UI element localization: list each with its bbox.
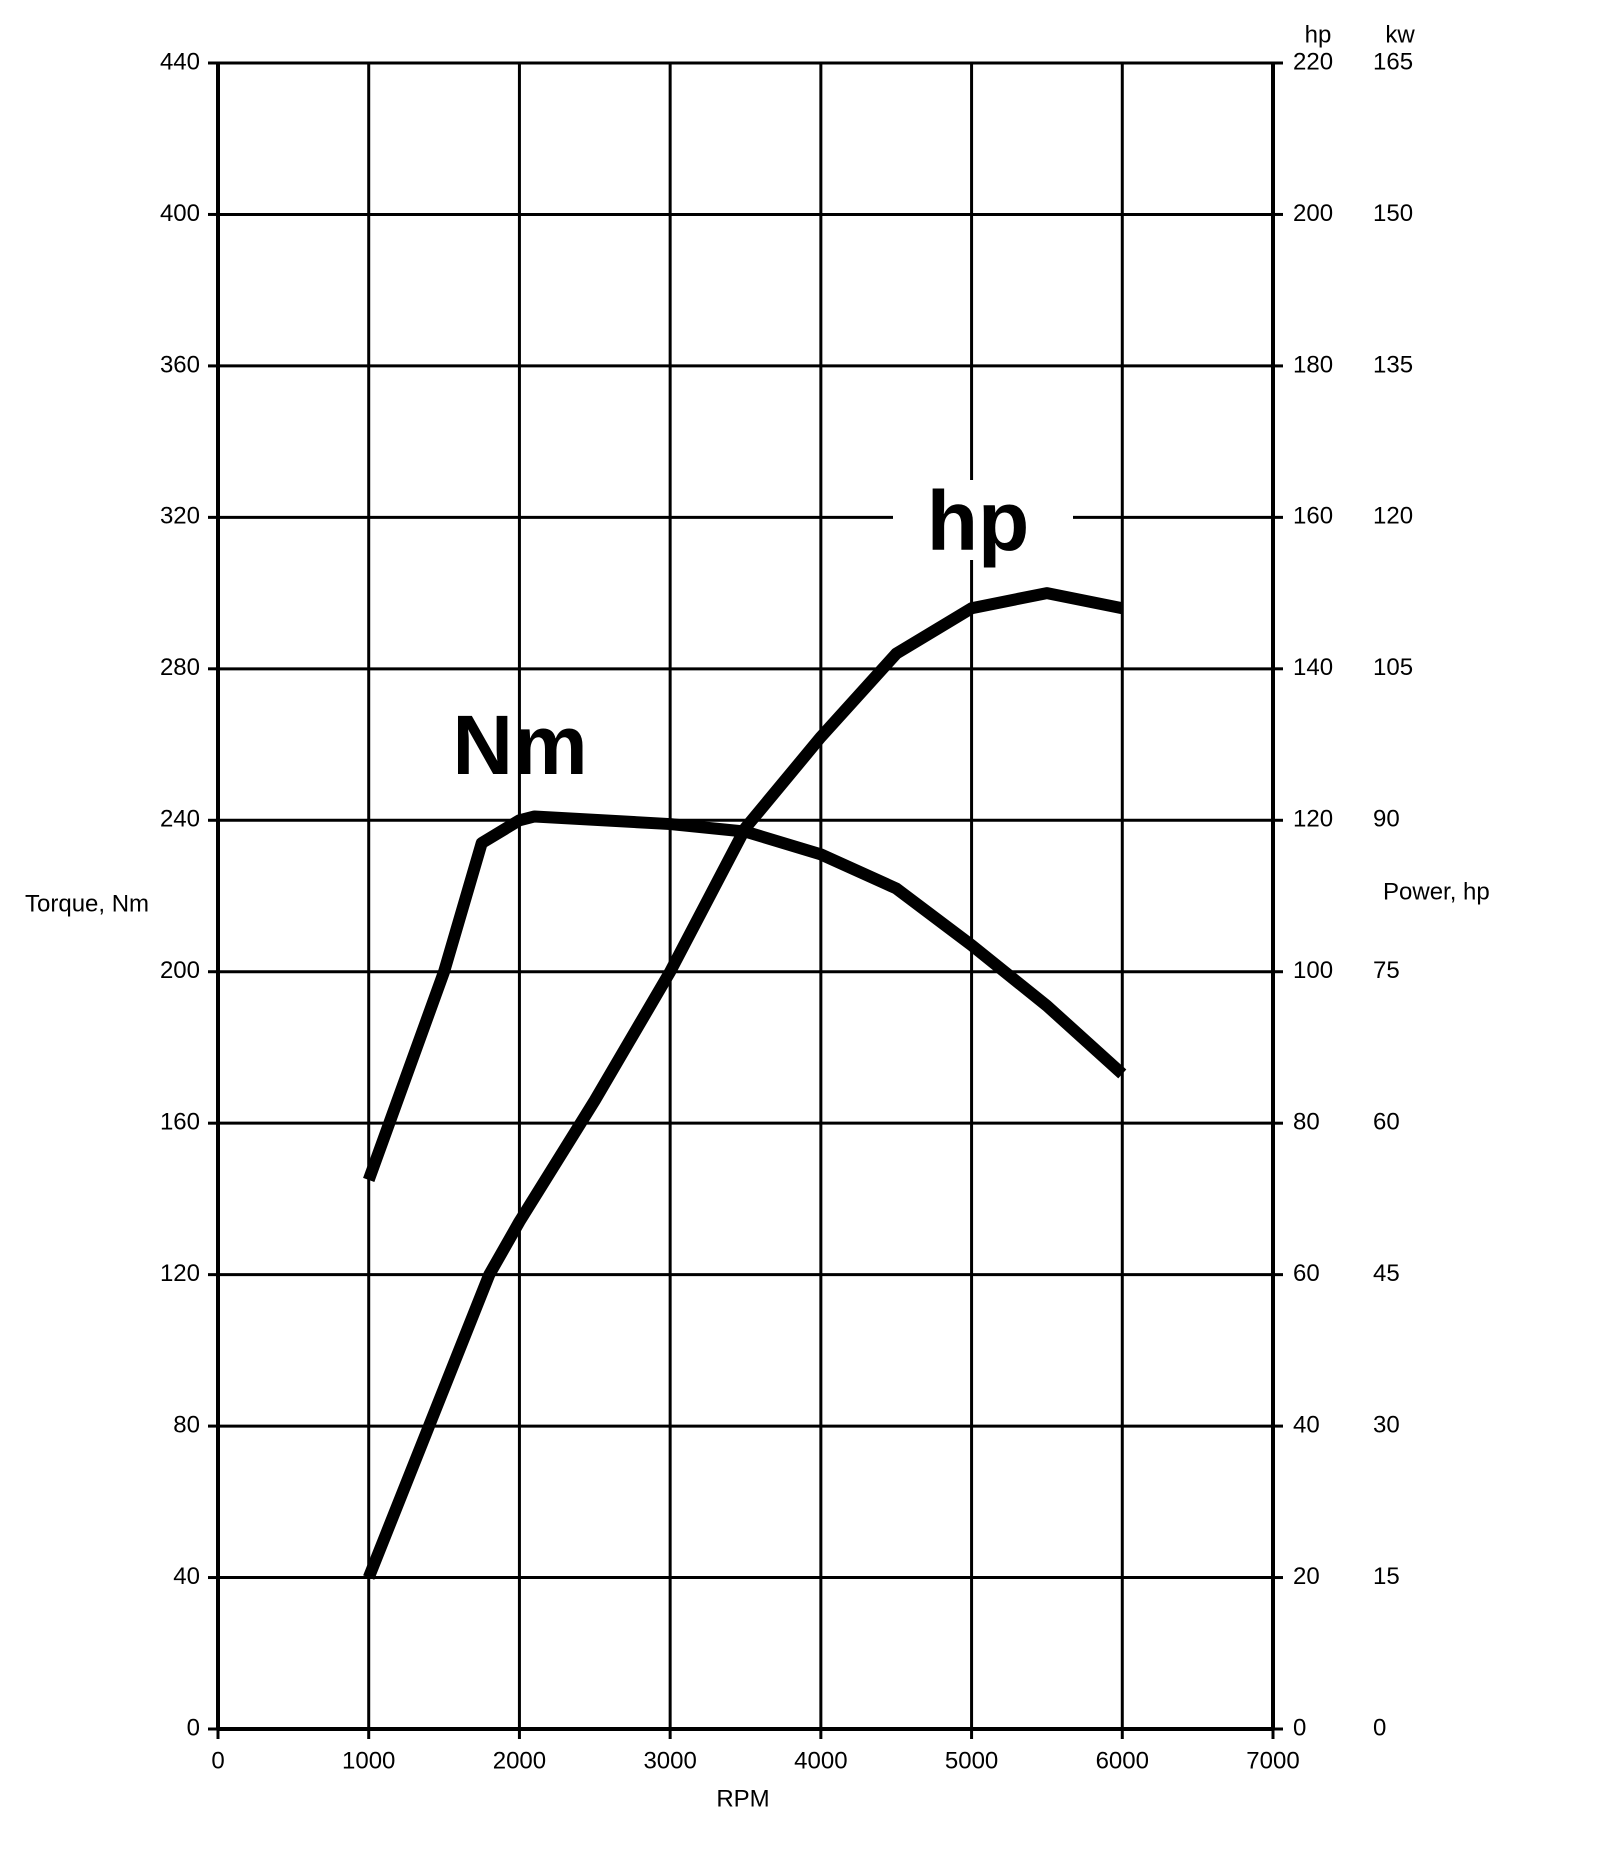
y-axis-label: Torque, Nm	[25, 890, 149, 917]
y3-unit-label: kw	[1385, 21, 1415, 48]
y2-tick-label: 180	[1293, 351, 1333, 378]
y3-tick-label: 60	[1373, 1109, 1400, 1136]
y-tick-label: 320	[160, 503, 200, 530]
y2-tick-label: 220	[1293, 48, 1333, 75]
y-tick-label: 80	[173, 1411, 200, 1438]
y-tick-label: 160	[160, 1109, 200, 1136]
y-tick-label: 240	[160, 806, 200, 833]
y3-tick-label: 75	[1373, 957, 1400, 984]
annotation-background	[893, 480, 1073, 560]
x-tick-label: 3000	[643, 1747, 696, 1774]
y2-tick-label: 60	[1293, 1260, 1320, 1287]
y-tick-label: 400	[160, 200, 200, 227]
y-tick-label: 40	[173, 1563, 200, 1590]
x-tick-label: 6000	[1096, 1747, 1149, 1774]
y2-tick-label: 200	[1293, 200, 1333, 227]
y3-tick-label: 165	[1373, 48, 1413, 75]
y2-tick-label: 80	[1293, 1109, 1320, 1136]
annotation: Nm	[452, 698, 587, 792]
series-line	[363, 810, 1127, 1183]
y3-tick-label: 105	[1373, 654, 1413, 681]
y2-tick-label: 20	[1293, 1563, 1320, 1590]
y-tick-label: 440	[160, 48, 200, 75]
y3-tick-label: 90	[1373, 806, 1400, 833]
y-tick-label: 0	[187, 1714, 200, 1741]
y3-tick-label: 120	[1373, 503, 1413, 530]
x-tick-label: 1000	[342, 1747, 395, 1774]
x-tick-label: 4000	[794, 1747, 847, 1774]
x-tick-label: 0	[211, 1747, 224, 1774]
x-tick-label: 7000	[1246, 1747, 1299, 1774]
y2-unit-label: hp	[1305, 21, 1332, 48]
y3-tick-label: 135	[1373, 351, 1413, 378]
y2-tick-label: 40	[1293, 1411, 1320, 1438]
y2-tick-label: 160	[1293, 503, 1333, 530]
series-line	[363, 587, 1124, 1580]
y2-tick-label: 120	[1293, 806, 1333, 833]
y3-tick-label: 30	[1373, 1411, 1400, 1438]
x-axis-label: RPM	[716, 1785, 769, 1812]
y3-tick-label: 150	[1373, 200, 1413, 227]
y-tick-label: 120	[160, 1260, 200, 1287]
y3-tick-label: 0	[1373, 1714, 1386, 1741]
y-tick-label: 200	[160, 957, 200, 984]
y2-axis-label: Power, hp	[1383, 878, 1490, 905]
y2-tick-label: 0	[1293, 1714, 1306, 1741]
x-tick-label: 2000	[493, 1747, 546, 1774]
series-lines	[363, 587, 1127, 1580]
y2-tick-label: 100	[1293, 957, 1333, 984]
annotation: hp	[927, 474, 1030, 568]
y-tick-label: 280	[160, 654, 200, 681]
y-tick-label: 360	[160, 351, 200, 378]
y2-tick-label: 140	[1293, 654, 1333, 681]
y3-tick-label: 45	[1373, 1260, 1400, 1287]
x-tick-label: 5000	[945, 1747, 998, 1774]
y3-tick-label: 15	[1373, 1563, 1400, 1590]
